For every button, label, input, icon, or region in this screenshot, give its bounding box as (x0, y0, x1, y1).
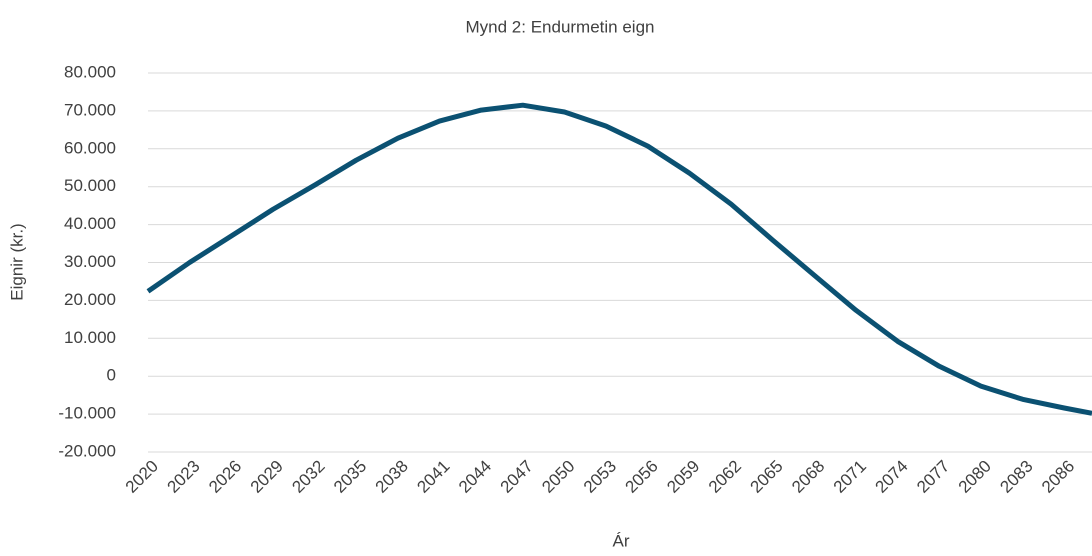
y-tick-label: 30.000 (64, 252, 116, 271)
x-tick-label: 2071 (830, 457, 870, 497)
x-tick-label: 2020 (122, 457, 162, 497)
y-tick-label: -10.000 (58, 404, 116, 423)
line (146, 102, 1092, 416)
x-tick-label: 2080 (955, 457, 995, 497)
x-tick-label: 2029 (247, 457, 287, 497)
x-tick-label: 2023 (163, 457, 203, 497)
x-tick-label: 2077 (913, 457, 953, 497)
y-tick-label: 70.000 (64, 100, 116, 119)
chart-title: Mynd 2: Endurmetin eign (466, 17, 655, 36)
x-tick-label: 2035 (330, 457, 370, 497)
y-tick-label: 40.000 (64, 214, 116, 233)
x-tick-label: 2053 (580, 457, 620, 497)
y-tick-label: 60.000 (64, 138, 116, 157)
x-axis-label: Ár (613, 531, 630, 550)
x-tick-label: 2083 (996, 457, 1036, 497)
y-tick-label: 10.000 (64, 328, 116, 347)
x-tick-label: 2056 (622, 457, 662, 497)
x-tick-label: 2050 (538, 457, 578, 497)
y-axis-label: Eignir (kr.) (7, 223, 26, 300)
x-tick-label: 2059 (663, 457, 703, 497)
x-tick-label: 2032 (288, 457, 328, 497)
y-tick-label: 0 (107, 366, 116, 385)
y-tick-label: 80.000 (64, 62, 116, 81)
x-tick-label: 2065 (747, 457, 787, 497)
x-tick-label: 2038 (372, 457, 412, 497)
y-tick-label: 50.000 (64, 176, 116, 195)
y-tick-label: -20.000 (58, 441, 116, 460)
x-tick-label: 2041 (413, 457, 453, 497)
x-tick-label: 2086 (1038, 457, 1078, 497)
y-tick-label: 20.000 (64, 290, 116, 309)
x-tick-label: 2044 (455, 457, 495, 497)
x-tick-label: 2062 (705, 457, 745, 497)
x-tick-label: 2047 (497, 457, 537, 497)
x-tick-label: 2068 (788, 457, 828, 497)
x-tick-label: 2074 (871, 457, 911, 497)
x-tick-label: 2026 (205, 457, 245, 497)
